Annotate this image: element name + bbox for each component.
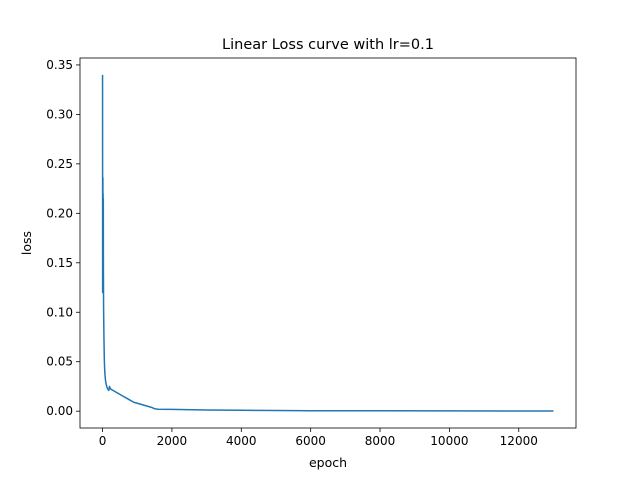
x-tick-label: 8000 <box>365 434 396 448</box>
x-tick-label: 12000 <box>500 434 538 448</box>
y-tick-label: 0.05 <box>46 355 73 369</box>
x-tick-label: 2000 <box>157 434 188 448</box>
y-tick-label: 0.15 <box>46 256 73 270</box>
chart-title: Linear Loss curve with lr=0.1 <box>222 37 434 53</box>
loss-series-line <box>101 74 554 412</box>
y-tick-label: 0.10 <box>46 305 73 319</box>
x-tick-label: 0 <box>99 434 107 448</box>
y-tick-label: 0.20 <box>46 206 73 220</box>
y-tick-label: 0.25 <box>46 157 73 171</box>
y-tick-label: 0.00 <box>46 404 73 418</box>
y-axis-label: loss <box>19 231 34 255</box>
plot-frame <box>79 57 577 429</box>
x-tick-label: 4000 <box>226 434 257 448</box>
x-axis-label: epoch <box>309 455 347 470</box>
x-tick-label: 6000 <box>295 434 326 448</box>
x-tick-label: 10000 <box>430 434 468 448</box>
y-tick-label: 0.35 <box>46 58 73 72</box>
y-tick-label: 0.30 <box>46 107 73 121</box>
